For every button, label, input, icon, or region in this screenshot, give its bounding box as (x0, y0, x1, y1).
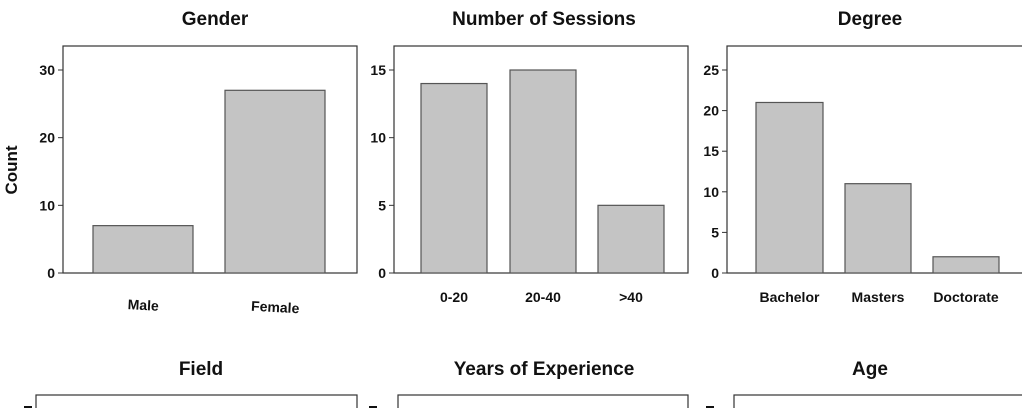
bar-female (224, 89, 326, 274)
bar-bachelor (755, 101, 824, 274)
x-tick-label: Masters (852, 289, 905, 305)
chart-panel-5: Years of Experience (397, 359, 689, 413)
chart-panel-3: Degree 0 5 10 15 20 25 Bachelor Masters Doctorate (703, 9, 1022, 305)
x-tick-label: 20-40 (525, 289, 561, 305)
y-tick-label: 10 (370, 130, 386, 146)
cropped-tick-label (706, 406, 714, 408)
chart-title: Field (179, 359, 223, 380)
y-tick-label: 10 (39, 197, 55, 213)
x-tick-label: Female (251, 298, 300, 317)
bar-20-40 (509, 69, 577, 274)
y-tick-label: 10 (703, 184, 719, 200)
y-tick-label: 15 (370, 62, 386, 78)
chart-title: Degree (838, 9, 902, 30)
y-axis-label: Count (2, 145, 21, 194)
chart-panel-2: Number of Sessions 0 5 10 15 0-20 20-40 >40 (370, 9, 689, 305)
plot-frame (733, 394, 1022, 413)
y-tick-label: 20 (39, 130, 55, 146)
bar-40 (597, 204, 665, 274)
x-tick-label: 0-20 (440, 289, 468, 305)
y-tick-label: 25 (703, 62, 719, 78)
y-tick-label: 0 (711, 265, 719, 281)
chart-title: Gender (182, 9, 249, 30)
chart-panel-1: Gender 0 10 20 30 Male Female (39, 9, 358, 317)
x-tick-label: Male (127, 296, 159, 314)
chart-panel-6: Age (733, 359, 1022, 413)
cropped-tick-label (369, 406, 377, 408)
chart-panel-4: Field (35, 359, 358, 413)
bar-masters (844, 183, 912, 274)
y-tick-label: 5 (711, 224, 719, 240)
plot-frame (35, 394, 358, 413)
y-tick-label: 0 (47, 265, 55, 281)
cropped-tick-label (24, 406, 32, 408)
bar-doctorate (932, 256, 1000, 274)
y-tick-label: 5 (378, 197, 386, 213)
x-tick-label: Doctorate (933, 289, 999, 305)
chart-title: Age (852, 359, 888, 380)
chart-title: Years of Experience (454, 359, 635, 380)
plot-frame (62, 45, 358, 274)
y-tick-label: 0 (378, 265, 386, 281)
y-tick-label: 30 (39, 62, 55, 78)
y-tick-label: 15 (703, 143, 719, 159)
chart-title: Number of Sessions (452, 9, 636, 30)
x-tick-label: Bachelor (760, 289, 820, 305)
plot-frame (397, 394, 689, 413)
x-tick-label: >40 (619, 289, 643, 305)
bar-male (92, 225, 194, 274)
y-tick-label: 20 (703, 103, 719, 119)
bar-0-20 (420, 82, 488, 274)
